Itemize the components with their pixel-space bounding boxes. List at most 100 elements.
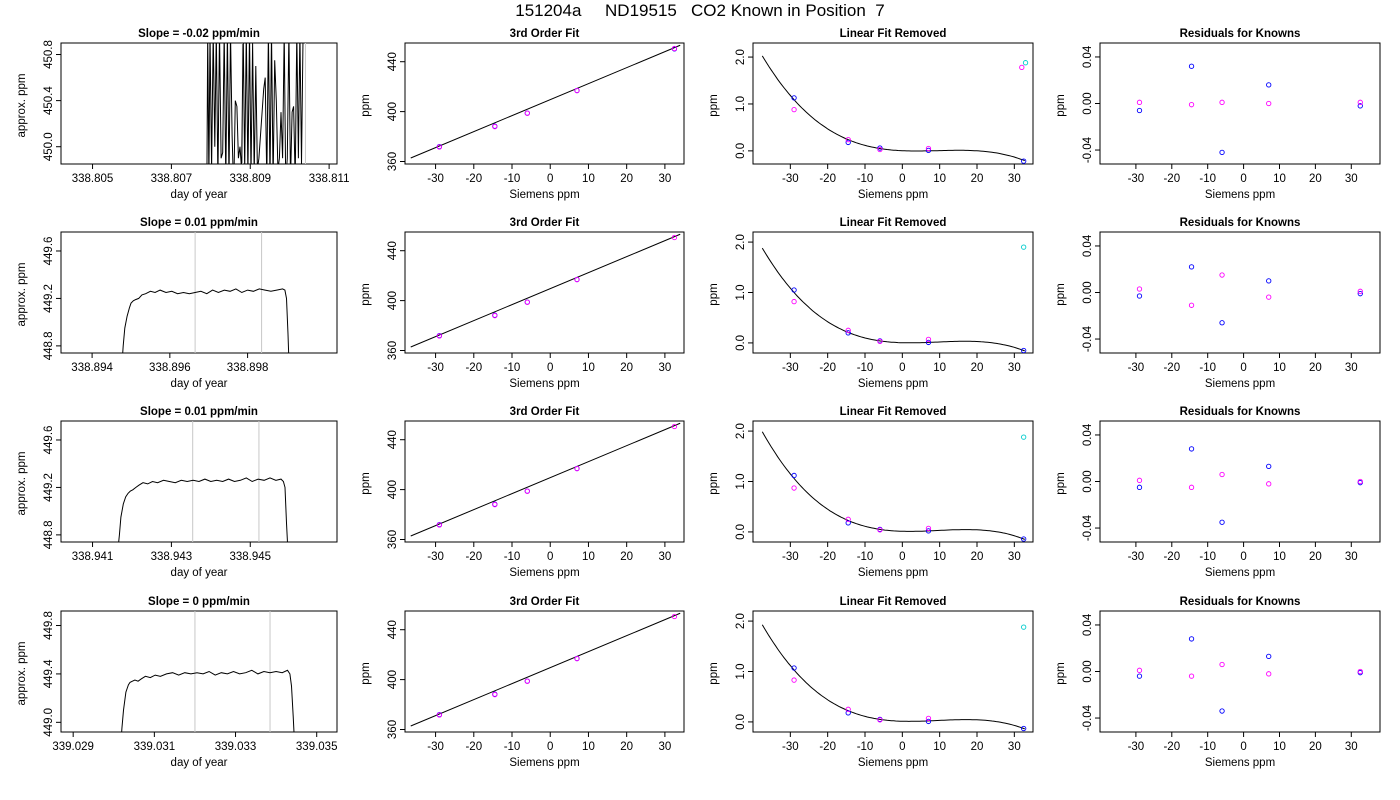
data-point [1021,158,1027,164]
data-point [877,338,883,345]
plot-area [410,422,681,537]
data-point [1219,661,1225,668]
data-point [877,527,883,533]
data-point [1136,293,1143,299]
x-tick-label: 20 [1309,173,1322,185]
y-tick-label: 448.8 [43,520,55,549]
y-axis-label: ppm [360,472,372,494]
fit-line [410,422,681,537]
x-tick-label: -20 [1163,741,1180,753]
plot-box [404,42,685,165]
plot-area [118,421,288,542]
x-tick-label: -10 [1199,551,1216,563]
y-axis-label: ppm [360,283,372,305]
data-point [671,613,678,620]
panel-r1-c1: Slope = -0.02 ppm/min 338.805 338.807 338.8… [16,28,349,201]
x-axis-label: Siemens ppm [509,567,579,579]
data-point [925,145,932,152]
y-tick-label: 0.00 [1082,660,1094,682]
data-point [791,472,797,479]
x-tick-label: 338.943 [151,551,193,563]
data-point [845,136,851,143]
data-point [1266,278,1272,284]
y-tick-label: 449.6 [43,426,55,455]
x-axis-label: Siemens ppm [509,757,579,769]
x-tick-label: -30 [427,362,444,374]
x-tick-label: -20 [465,173,482,185]
data-point [1357,288,1363,294]
data-point [1219,471,1225,478]
data-point [671,45,678,52]
plot-box [404,231,685,354]
y-axis-label: approx. ppm [16,263,28,327]
x-tick-label: -20 [1163,173,1180,185]
data-point [1136,286,1143,292]
panel-title: Residuals for Knowns [1180,596,1301,608]
x-tick-label: 20 [620,173,633,185]
data-point [1188,63,1195,69]
plot-area [410,612,681,727]
data-point [1357,99,1363,105]
x-tick-label: 30 [1008,173,1021,185]
panel-r3-c4: Residuals for Knowns -30 -20 -10 0 10 20 30 -0.0… [1055,406,1381,579]
y-tick-label: 400 [387,670,399,689]
x-axis-label: day of year [171,189,228,201]
data-point [1136,99,1143,105]
y-axis-label: approx. ppm [16,452,28,516]
panel-r4-c2: 3rd Order Fit -30 -20 -10 0 10 20 30 360 400 440 Si… [360,596,685,769]
data-point [436,712,443,718]
y-tick-label: 0.04 [1082,613,1094,636]
x-tick-label: 339.031 [134,741,176,753]
y-tick-label: 400 [387,291,399,310]
x-tick-label: 30 [658,173,671,185]
y-axis-label: ppm [708,472,720,494]
data-point [524,299,530,305]
x-tick-label: -10 [1199,741,1216,753]
data-point [1219,272,1225,278]
panel-r3-c2: 3rd Order Fit -30 -20 -10 0 10 20 30 360 400 440 Si… [360,406,685,579]
trace-line [121,669,295,732]
plot-box [60,42,338,165]
x-tick-label: 30 [1345,741,1358,753]
x-tick-label: 10 [933,741,946,753]
y-tick-label: 449.2 [43,473,55,502]
cubic-fit-curve [761,55,1025,162]
data-point [845,710,851,716]
y-tick-label: 1.0 [735,96,747,112]
plot-box [404,610,685,733]
data-point [671,234,678,241]
x-tick-label: 10 [582,551,595,563]
data-point [436,522,443,528]
plot-area [410,44,681,159]
plot-box [752,42,1034,165]
data-point [1266,653,1272,660]
data-point [671,423,678,430]
x-tick-label: 30 [1345,551,1358,563]
x-tick-label: -20 [465,551,482,563]
data-point [925,339,932,346]
x-tick-label: 20 [971,741,984,753]
x-tick-label: 10 [582,173,595,185]
y-axis-label: ppm [1055,662,1067,684]
panel-r2-c1: Slope = 0.01 ppm/min 338.894 338.896 338.89… [16,217,338,390]
plot-area [410,233,681,348]
x-tick-label: -30 [1128,741,1145,753]
data-point [877,146,883,153]
x-tick-label: -30 [782,741,799,753]
y-tick-label: 449.0 [43,708,55,737]
y-tick-label: 449.8 [43,611,55,640]
x-tick-label: 30 [1345,173,1358,185]
x-axis-label: Siemens ppm [1205,567,1275,579]
y-tick-label: 0.00 [1082,470,1094,492]
data-point [1188,636,1195,642]
y-axis-label: approx. ppm [16,642,28,706]
x-tick-label: 338.807 [151,173,193,185]
y-tick-label: 2.0 [735,49,747,65]
y-axis-label: ppm [1055,94,1067,116]
x-axis-label: Siemens ppm [1205,189,1275,201]
fit-line [410,612,681,727]
data-point [492,123,498,130]
y-tick-label: 360 [387,530,399,549]
x-tick-label: -10 [857,741,874,753]
y-tick-label: 360 [387,341,399,360]
